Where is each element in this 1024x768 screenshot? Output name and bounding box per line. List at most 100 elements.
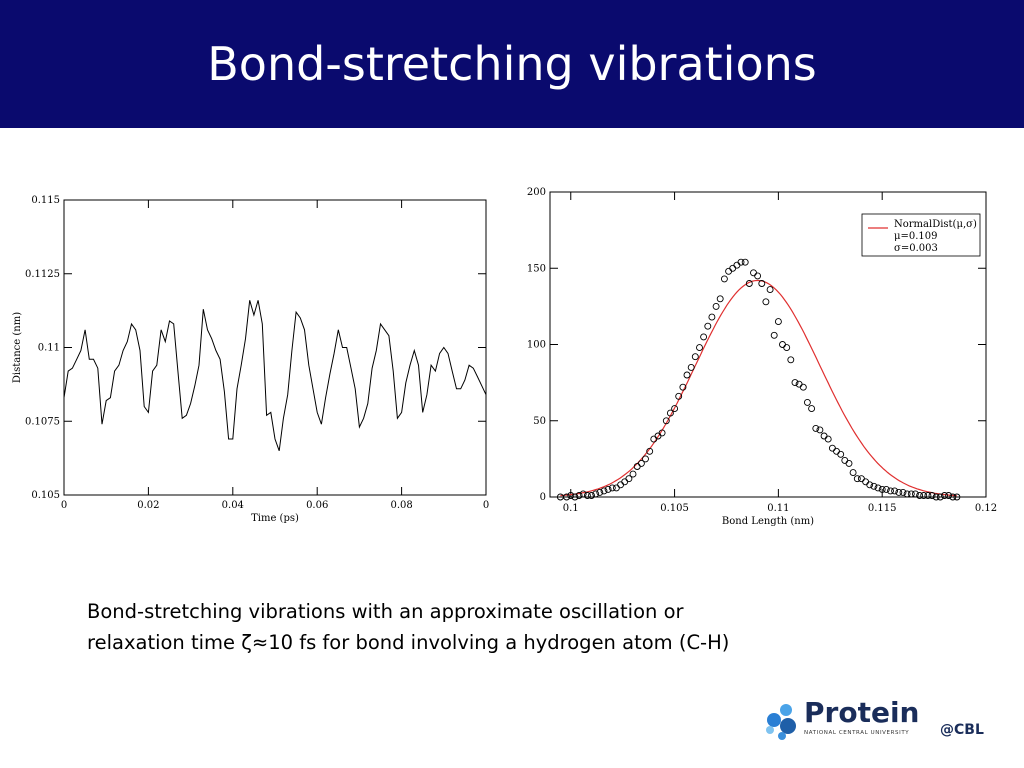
histogram-point [949,493,957,501]
legend-entry-mu: μ=0.109 [894,231,938,242]
histogram-point [945,492,953,499]
caption-line-2: relaxation time ζ≈10 fs for bond involvi… [87,631,730,654]
histogram-point [716,295,724,303]
histogram-point [700,333,708,341]
left-x-tick-label: 0.04 [222,500,244,511]
left-y-axis-label: Distance (nm) [12,312,23,383]
left-plot-frame [63,199,487,496]
histogram-point [708,313,716,321]
right-y-tick-label: 150 [527,263,546,274]
histogram-point [712,302,720,310]
histogram-point [895,488,903,496]
histogram-point [849,469,857,477]
histogram-point [783,344,791,352]
histogram-point [754,272,762,280]
logo-word: Protein [804,696,920,729]
histogram-point [625,475,633,483]
histogram-point [704,322,712,330]
histogram-point [936,493,944,501]
histogram-point [683,371,691,379]
histogram-point [870,482,878,490]
histogram-point [953,493,961,501]
histogram-point [874,484,882,492]
logo-subtitle: NATIONAL CENTRAL UNIVERSITY [804,730,910,736]
histogram-point [696,344,703,352]
left-x-tick-label: 0 [61,500,67,511]
histogram-point [750,269,757,277]
histogram-point [733,261,741,269]
histogram-point [737,258,745,266]
histogram-point [745,280,753,287]
histogram-point [803,398,811,406]
histogram-point [588,492,595,499]
histogram-point [758,280,766,287]
histogram-point [866,481,874,489]
histogram-point [621,478,629,486]
histogram-point [567,492,575,499]
histogram-point [691,353,699,361]
distance-time-chart: 0.105 0.1075 0.11 0.1125 0.115 0 0.02 0.04 0.06 0… [0,180,500,530]
histogram-point [920,492,928,499]
histogram-point [596,488,604,496]
caption-line-1: Bond-stretching vibrations with an appro… [87,600,684,623]
histogram-point [762,298,770,306]
histogram-point [604,485,612,493]
histogram-point [932,493,940,501]
histogram-point [820,432,828,440]
left-x-tick-label: 0.06 [306,500,328,511]
histogram-point [725,267,733,275]
histogram-point [720,275,728,283]
right-x-tick-label: 0.1 [563,503,579,514]
histogram-point [646,447,654,455]
legend-box [861,213,981,257]
slide-title: Bond-stretching vibrations [207,37,817,91]
bond-length-distribution-chart: 0 50 100 150 200 0.1 0.105 0.11 0.115 0.12 NormalD… [510,180,1020,530]
histogram-point [617,481,625,489]
histogram-point [608,484,616,492]
histogram-point [612,484,620,492]
left-x-axis-label: Time (ps) [251,513,299,524]
histogram-point [924,492,932,499]
left-x-tick-label: 0 [483,500,489,511]
slide-caption: Bond-stretching vibrations with an appro… [87,596,947,658]
histogram-point [857,475,865,483]
logo-suffix: @CBL [940,722,984,738]
histogram-point [928,492,936,499]
legend-entry-name: NormalDist(μ,σ) [894,219,977,230]
histogram-point [941,492,948,499]
distance-trace-line [63,300,487,451]
bond-length-svg: 0 50 100 150 200 0.1 0.105 0.11 0.115 0.12 NormalD… [527,187,997,527]
histogram-point [592,490,600,498]
right-y-tick-label: 100 [527,340,546,351]
right-y-tick-label: 50 [533,416,546,427]
histogram-point [824,435,832,443]
histogram-point [575,492,583,499]
histogram-point [808,405,816,413]
histogram-point [766,286,774,294]
right-x-tick-label: 0.11 [767,503,789,514]
left-y-tick-label: 0.11 [38,343,60,354]
histogram-point [812,424,820,432]
histogram-point [675,392,683,400]
histogram-point [774,318,782,326]
histogram-point [779,341,786,348]
histogram-point [629,470,637,478]
histogram-point [816,426,824,434]
histogram-point [571,493,579,501]
histogram-point [841,456,849,464]
histogram-point [787,356,795,364]
histogram-point [828,444,836,452]
distance-time-svg: 0.105 0.1075 0.11 0.1125 0.115 0 0.02 0.04 0.06 0… [12,195,489,524]
histogram-point [862,478,870,486]
right-x-axis-label: Bond Length (nm) [722,516,814,527]
right-x-tick-label: 0.115 [868,503,897,514]
legend-entry-sigma: σ=0.003 [894,243,938,254]
histogram-point [903,490,911,498]
histogram-point [878,485,886,493]
right-y-tick-label: 0 [540,492,546,503]
histogram-point [799,383,807,391]
histogram-point [833,447,840,455]
histogram-point [583,492,591,499]
histogram-point [891,487,899,495]
title-bar: Bond-stretching vibrations [0,0,1024,128]
